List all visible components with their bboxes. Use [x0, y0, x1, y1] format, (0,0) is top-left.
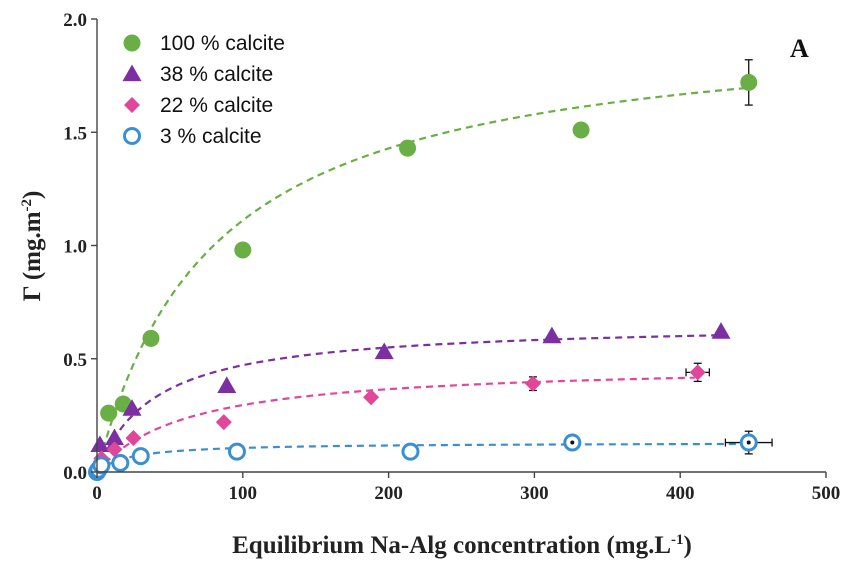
data-point-series-4 — [111, 453, 130, 472]
fit-curves — [95, 86, 754, 473]
data-point-series-3 — [524, 375, 541, 392]
data-point-series-2 — [90, 435, 110, 452]
data-point-series-3 — [689, 364, 706, 381]
data-point-series-4 — [227, 442, 246, 461]
data-point-series-2 — [374, 342, 394, 360]
x-tick-label: 200 — [374, 483, 403, 504]
data-point-series-1 — [100, 404, 118, 422]
fit-curve-3 — [96, 376, 695, 473]
data-point-series-1 — [399, 139, 417, 157]
data-point-series-1 — [234, 241, 252, 259]
legend-label-1: 100 % calcite — [160, 32, 285, 55]
y-tick-label: 0.5 — [63, 350, 87, 371]
axes: 0 100 200 300 400 500 0.0 0.5 1.0 1.5 2.0 — [63, 10, 840, 504]
data-point-series-4 — [131, 447, 150, 466]
data-point-series-2 — [104, 428, 124, 446]
data-points — [88, 59, 773, 481]
legend: 100 % calcite 38 % calcite 22 % calcite 3 %… — [122, 32, 285, 148]
data-point-series-4 — [401, 442, 420, 461]
y-tick-label: 1.0 — [63, 237, 87, 258]
data-point-series-3 — [106, 441, 123, 458]
y-tick-label: 2.0 — [63, 10, 87, 31]
error-center — [570, 440, 575, 445]
fit-curve-1 — [95, 86, 754, 473]
data-point-series-2 — [122, 399, 142, 416]
fit-curve-2 — [95, 334, 724, 473]
data-point-series-1 — [572, 121, 590, 139]
data-point-series-1 — [740, 73, 758, 91]
data-point-series-4 — [92, 456, 111, 475]
data-point-series-1 — [142, 329, 160, 347]
panel-label: A — [790, 34, 809, 63]
x-tick-label: 400 — [666, 483, 695, 504]
data-point-series-2 — [542, 326, 562, 344]
legend-label-2: 38 % calcite — [160, 63, 273, 86]
x-axis-label: Equilibrium Na-Alg concentration (mg.L-1… — [232, 532, 692, 559]
legend-label-3: 22 % calcite — [160, 94, 273, 117]
legend-marker-2 — [122, 64, 142, 82]
x-tick-label: 500 — [812, 483, 841, 504]
legend-marker-1 — [123, 34, 141, 52]
data-point-series-2 — [711, 322, 731, 339]
data-point-series-3 — [363, 389, 380, 406]
y-tick-label: 0.0 — [63, 463, 87, 484]
data-point-series-3 — [125, 430, 142, 447]
fit-curve-4 — [96, 442, 754, 473]
x-tick-label: 300 — [520, 483, 549, 504]
x-tick-label: 100 — [229, 483, 258, 504]
error-center — [746, 440, 751, 445]
legend-marker-4 — [123, 127, 141, 145]
legend-label-4: 3 % calcite — [160, 125, 262, 148]
legend-marker-3 — [124, 97, 140, 113]
data-point-series-2 — [217, 376, 237, 394]
y-axis-label: Γ (mg.m-2) — [19, 191, 46, 302]
data-point-series-3 — [215, 414, 232, 431]
x-tick-label: 0 — [92, 483, 102, 504]
y-tick-label: 1.5 — [63, 123, 87, 144]
